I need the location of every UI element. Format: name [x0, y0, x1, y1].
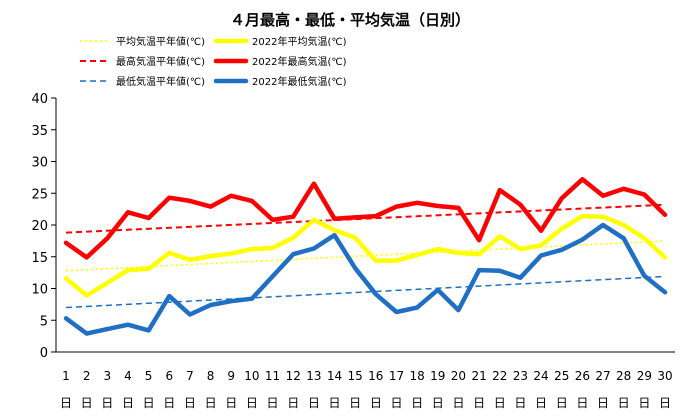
x-tick-day-suffix: 日 — [349, 396, 361, 410]
x-tick-day-suffix: 日 — [576, 396, 588, 410]
x-tick-label: 16 — [368, 369, 383, 383]
x-tick-day-suffix: 日 — [184, 396, 196, 410]
x-tick-day-suffix: 日 — [308, 396, 320, 410]
legend: 平均気温平年値(℃) 2022年平均気温(℃) 最高気温平年値(℃) 2022年最高気… — [80, 35, 347, 88]
x-tick-label: 4 — [124, 369, 132, 383]
x-tick-day-suffix: 日 — [205, 396, 217, 410]
x-tick-day-suffix: 日 — [287, 396, 299, 410]
x-tick-label: 21 — [471, 369, 486, 383]
x-tick-day-suffix: 日 — [618, 396, 630, 410]
y-tick-label: 25 — [31, 187, 48, 202]
x-tick-day-suffix: 日 — [597, 396, 609, 410]
x-tick-day-suffix: 日 — [81, 396, 93, 410]
x-tick-label: 24 — [533, 369, 548, 383]
x-tick-label: 1 — [62, 369, 70, 383]
x-tick-day-suffix: 日 — [143, 396, 155, 410]
x-tick-label: 27 — [595, 369, 610, 383]
x-tick-day-suffix: 日 — [535, 396, 547, 410]
x-tick-label: 23 — [513, 369, 528, 383]
x-tick-day-suffix: 日 — [329, 396, 341, 410]
x-tick-day-suffix: 日 — [370, 396, 382, 410]
y-tick-label: 5 — [40, 314, 48, 329]
x-tick-day-suffix: 日 — [411, 396, 423, 410]
x-tick-day-suffix: 日 — [432, 396, 444, 410]
x-tick-label: 13 — [306, 369, 321, 383]
x-tick-day-suffix: 日 — [163, 396, 175, 410]
x-tick-label: 15 — [348, 369, 363, 383]
x-tick-label: 7 — [186, 369, 194, 383]
x-tick-label: 2 — [83, 369, 91, 383]
y-tick-label: 35 — [31, 124, 48, 139]
x-tick-label: 22 — [492, 369, 507, 383]
x-tick-day-suffix: 日 — [267, 396, 279, 410]
x-tick-day-suffix: 日 — [452, 396, 464, 410]
x-tick-label: 26 — [575, 369, 590, 383]
x-tick-label: 28 — [616, 369, 631, 383]
x-tick-label: 29 — [637, 369, 652, 383]
x-tick-label: 18 — [409, 369, 424, 383]
series-layer — [63, 177, 668, 336]
series-line-5 — [63, 222, 668, 336]
x-tick-day-suffix: 日 — [122, 396, 134, 410]
x-tick-label: 8 — [207, 369, 215, 383]
legend-label-0: 平均気温平年値(℃) — [116, 35, 205, 48]
series-line-3 — [63, 177, 668, 260]
x-tick-label: 14 — [327, 369, 342, 383]
y-tick-label: 0 — [40, 346, 48, 361]
x-tick-label: 10 — [244, 369, 259, 383]
y-axis: 0 5 10 15 20 25 30 35 40 — [31, 92, 57, 361]
x-tick-label: 25 — [554, 369, 569, 383]
x-tick-label: 9 — [227, 369, 235, 383]
x-tick-day-suffix: 日 — [225, 396, 237, 410]
x-tick-label: 19 — [430, 369, 445, 383]
x-tick-day-suffix: 日 — [473, 396, 485, 410]
x-tick-label: 12 — [286, 369, 301, 383]
y-tick-label: 30 — [31, 156, 48, 171]
x-tick-day-suffix: 日 — [246, 396, 258, 410]
x-tick-day-suffix: 日 — [494, 396, 506, 410]
x-tick-day-suffix: 日 — [101, 396, 113, 410]
x-tick-label: 6 — [165, 369, 173, 383]
x-tick-day-suffix: 日 — [659, 396, 671, 410]
x-tick-label: 17 — [389, 369, 404, 383]
y-tick-label: 20 — [31, 219, 48, 234]
y-tick-label: 40 — [31, 92, 48, 107]
x-tick-label: 5 — [145, 369, 153, 383]
x-axis: 1日2日3日4日5日6日7日8日9日10日11日12日13日14日15日16日1… — [56, 351, 675, 410]
x-tick-day-suffix: 日 — [60, 396, 72, 410]
chart-title: ４月最高・最低・平均気温（日別） — [230, 11, 470, 29]
legend-label-5: 2022年最低気温(℃) — [252, 75, 347, 88]
legend-label-2: 最高気温平年値(℃) — [116, 55, 205, 68]
x-tick-day-suffix: 日 — [390, 396, 402, 410]
x-tick-label: 20 — [451, 369, 466, 383]
x-tick-label: 11 — [265, 369, 280, 383]
x-tick-label: 30 — [657, 369, 672, 383]
y-tick-label: 15 — [31, 251, 48, 266]
x-tick-label: 3 — [103, 369, 111, 383]
x-tick-day-suffix: 日 — [556, 396, 568, 410]
legend-label-3: 2022年最高気温(℃) — [252, 55, 347, 68]
legend-label-1: 2022年平均気温(℃) — [252, 35, 347, 48]
legend-label-4: 最低気温平年値(℃) — [116, 75, 205, 88]
y-tick-label: 10 — [31, 283, 48, 298]
x-tick-day-suffix: 日 — [638, 396, 650, 410]
series-line-1 — [63, 213, 668, 298]
x-tick-day-suffix: 日 — [514, 396, 526, 410]
